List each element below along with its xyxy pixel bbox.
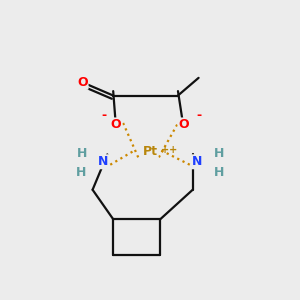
Text: N: N [98,155,108,168]
Text: N: N [192,155,202,168]
Text: -: - [196,109,201,122]
Text: O: O [178,118,189,131]
Text: H: H [77,147,88,160]
Text: O: O [77,76,88,89]
Text: H: H [214,167,224,179]
Text: ++: ++ [161,145,177,155]
Text: H: H [76,167,86,179]
Text: Pt: Pt [142,145,158,158]
Text: H: H [214,147,224,160]
Text: -: - [102,109,107,122]
Text: O: O [111,118,122,131]
